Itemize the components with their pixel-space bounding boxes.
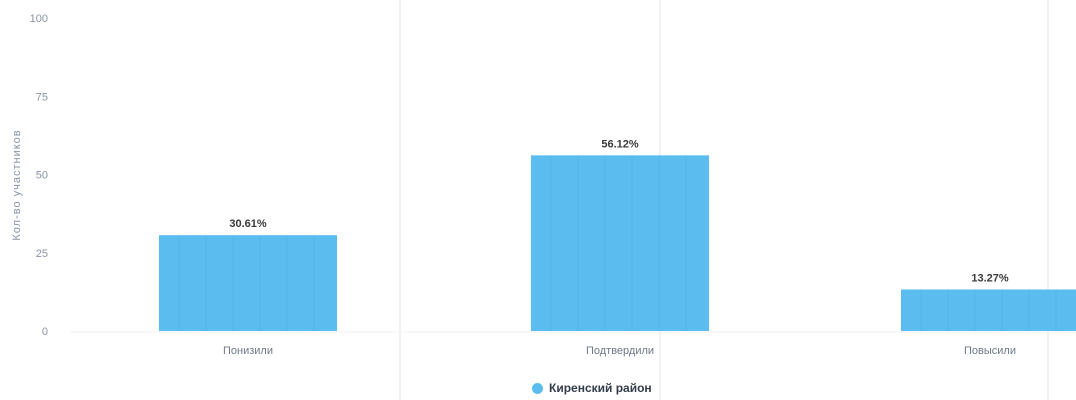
category-labels: Понизили Подтвердили Повысили — [223, 345, 1016, 357]
y-axis-label: Кол-во участников — [11, 129, 23, 240]
x-tick-label-3: Повысили — [964, 345, 1016, 357]
data-label-2: 56.12% — [601, 138, 639, 150]
y-axis-ticks: 0 25 50 75 100 — [30, 13, 48, 338]
bars-group — [159, 155, 1076, 331]
y-tick-label: 50 — [36, 170, 48, 182]
y-tick-label: 25 — [36, 248, 48, 260]
x-tick-label-1: Понизили — [223, 345, 273, 357]
legend-label: Киренский район — [549, 381, 652, 395]
y-tick-label: 75 — [36, 91, 48, 103]
bar-2 — [531, 155, 709, 331]
bar-1 — [159, 235, 337, 331]
grid-lines — [70, 0, 1076, 400]
legend-marker — [532, 382, 543, 394]
bar-3 — [901, 289, 1076, 331]
y-tick-label: 0 — [42, 326, 48, 338]
data-label-1: 30.61% — [229, 218, 267, 230]
legend[interactable]: Киренский район — [532, 381, 652, 395]
data-labels: 30.61% 56.12% 13.27% — [229, 138, 1009, 284]
x-tick-label-2: Подтвердили — [586, 345, 654, 357]
data-label-3: 13.27% — [971, 272, 1009, 284]
y-tick-label: 100 — [30, 13, 48, 25]
